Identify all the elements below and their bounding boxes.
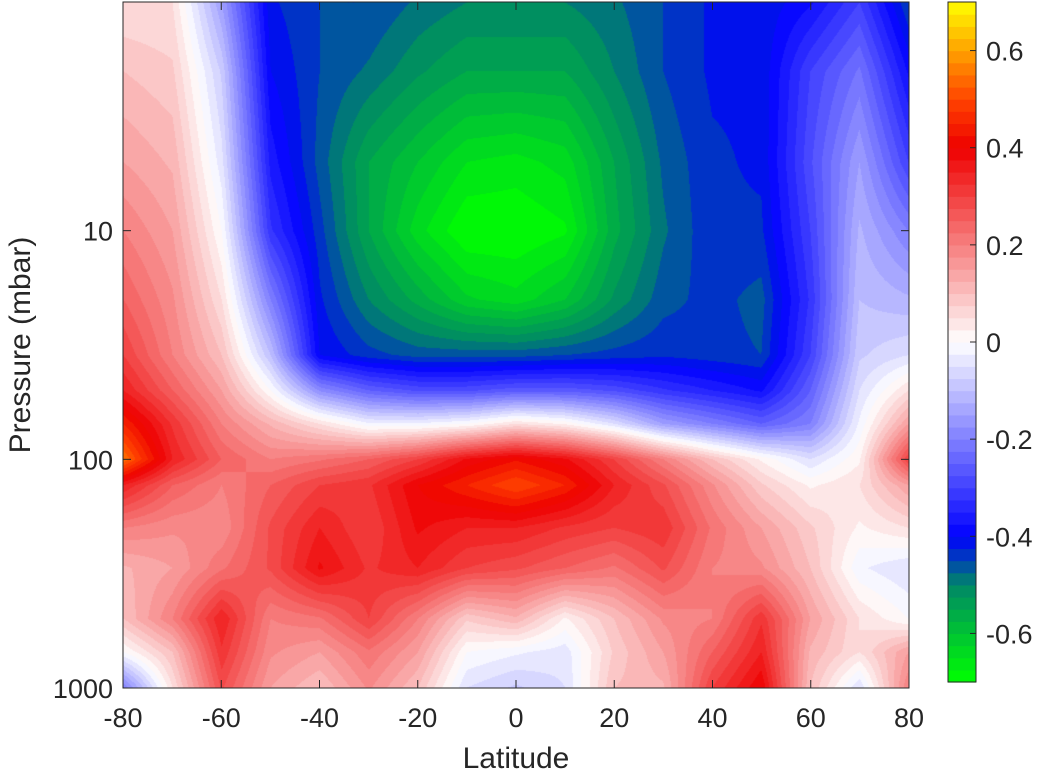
colorbar-level	[948, 342, 976, 355]
colorbar-level	[948, 499, 976, 513]
colorbar-tick-label: -0.2	[986, 425, 1033, 455]
colorbar-level	[948, 584, 976, 598]
colorbar-level	[948, 512, 976, 525]
y-axis-title: Pressure (mbar)	[4, 237, 37, 454]
colorbar-level	[948, 657, 976, 671]
colorbar-level	[948, 560, 976, 574]
colorbar-level	[948, 633, 976, 647]
colorbar-level	[948, 293, 976, 307]
colorbar-level	[948, 329, 976, 343]
colorbar-level	[948, 159, 976, 173]
colorbar-level	[948, 244, 976, 258]
y-tick-label: 1000	[53, 674, 113, 704]
colorbar-level	[948, 402, 976, 416]
colorbar-level	[948, 597, 976, 610]
colorbar-level	[948, 524, 976, 537]
colorbar-level	[948, 305, 976, 319]
colorbar-level	[948, 269, 976, 282]
heatmap-image	[123, 2, 909, 688]
x-tick-label: -40	[300, 703, 339, 733]
colorbar-level	[948, 669, 976, 683]
colorbar-level	[948, 14, 976, 27]
x-tick-label: -80	[103, 703, 142, 733]
colorbar-tick-label: 0.6	[986, 37, 1024, 67]
colorbar-level	[948, 2, 976, 15]
colorbar-level	[948, 135, 976, 149]
colorbar-level	[948, 184, 976, 197]
colorbar-level	[948, 390, 976, 404]
colorbar-level	[948, 572, 976, 586]
colorbar-level	[948, 281, 976, 295]
colorbar-level	[948, 451, 976, 465]
x-axis: -80 -60 -40 -20 0 20 40 60 80	[103, 2, 924, 733]
colorbar-level	[948, 548, 976, 562]
colorbar-level	[948, 427, 976, 440]
colorbar-level	[948, 317, 976, 331]
colorbar-tick-label: -0.4	[986, 522, 1033, 552]
colorbar-level	[948, 475, 976, 489]
colorbar-level	[948, 354, 976, 367]
colorbar-level	[948, 26, 976, 40]
colorbar-level	[948, 439, 976, 452]
colorbar-level	[948, 147, 976, 161]
colorbar-level	[948, 87, 976, 100]
colorbar-level	[948, 487, 976, 501]
x-tick-label: 20	[599, 703, 629, 733]
x-tick-label: 60	[796, 703, 826, 733]
colorbar-level	[948, 62, 976, 76]
colorbar-level	[948, 536, 976, 550]
x-tick-label: -60	[202, 703, 241, 733]
colorbar-level	[948, 366, 976, 380]
colorbar-level	[948, 208, 976, 222]
colorbar	[948, 2, 976, 683]
colorbar-level	[948, 621, 976, 635]
colorbar-axis: 0.6 0.4 0.2 0 -0.2 -0.4 -0.6	[970, 37, 1033, 649]
colorbar-level	[948, 50, 976, 64]
x-tick-label: 0	[508, 703, 523, 733]
colorbar-level	[948, 111, 976, 125]
colorbar-level	[948, 232, 976, 246]
colorbar-level	[948, 196, 976, 210]
colorbar-level	[948, 378, 976, 392]
colorbar-level	[948, 609, 976, 622]
colorbar-tick-label: -0.6	[986, 619, 1033, 649]
y-tick-label: 100	[68, 445, 113, 475]
heatmap-plot	[123, 2, 909, 688]
colorbar-level	[948, 172, 976, 185]
x-axis-title: Latitude	[463, 742, 570, 774]
colorbar-level	[948, 414, 976, 428]
colorbar-tick-label: 0.2	[986, 231, 1024, 261]
colorbar-level	[948, 99, 976, 112]
colorbar-tick-label: 0	[986, 328, 1001, 358]
x-tick-label: 80	[894, 703, 924, 733]
colorbar-level	[948, 220, 976, 234]
colorbar-tick-label: 0.4	[986, 134, 1024, 164]
colorbar-level	[948, 257, 976, 270]
y-tick-label: 10	[83, 217, 113, 247]
x-tick-label: 40	[697, 703, 727, 733]
colorbar-level	[948, 74, 976, 88]
y-axis: 10 100 1000	[53, 217, 909, 704]
colorbar-level	[948, 645, 976, 659]
colorbar-level	[948, 38, 976, 52]
x-tick-label: -20	[398, 703, 437, 733]
colorbar-level	[948, 463, 976, 477]
colorbar-level	[948, 123, 976, 137]
